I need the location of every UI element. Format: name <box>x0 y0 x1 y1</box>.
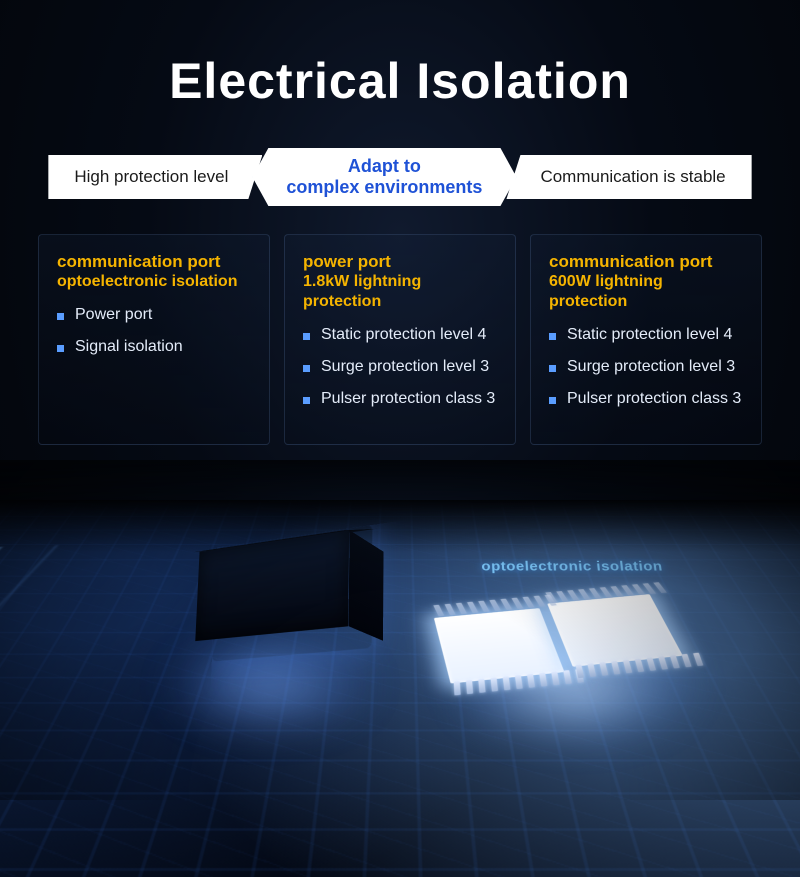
pill-center-line2: complex environments <box>286 177 482 198</box>
chip-pin <box>600 587 613 598</box>
chip-pin <box>445 604 456 615</box>
chip-pin <box>500 599 512 610</box>
chip-pin <box>456 603 467 614</box>
list-item: Surge protection level 3 <box>303 358 497 376</box>
chip-pin <box>623 660 632 674</box>
col0-title: communication port <box>57 252 220 271</box>
col0-subtitle: optoelectronic isolation <box>57 272 251 292</box>
chip-pin <box>539 673 547 687</box>
chip-pin <box>611 661 620 675</box>
col1-list: Static protection level 4 Surge protectio… <box>303 326 497 408</box>
chip-pin <box>454 681 461 695</box>
chip-pin <box>551 671 559 685</box>
pill-left: High protection level <box>48 155 262 199</box>
col2-list: Static protection level 4 Surge protectio… <box>549 326 743 408</box>
chip-pin <box>646 657 656 671</box>
chip-pin <box>490 677 498 691</box>
chip-pin <box>587 663 596 677</box>
pill-center: Adapt to complex environments <box>252 148 516 206</box>
chip-pin <box>635 659 645 673</box>
chip-pin <box>556 591 568 602</box>
chip-pin <box>511 598 523 609</box>
col2-subtitle: 600W lightning protection <box>549 272 743 312</box>
pill-center-line1: Adapt to <box>348 156 421 177</box>
chip-pin <box>478 679 485 693</box>
chip-pin <box>681 654 691 667</box>
chip-pin <box>522 597 534 608</box>
pill-row: High protection level Adapt to complex e… <box>38 148 762 206</box>
chip-pin <box>658 656 668 670</box>
chip-pin <box>578 589 591 600</box>
chip-pin <box>610 586 623 597</box>
list-item: Pulser protection class 3 <box>549 390 743 408</box>
chip-pin <box>575 664 584 678</box>
chip-pin <box>621 585 634 596</box>
chip-pin <box>589 588 602 599</box>
chip-pin <box>467 602 478 613</box>
list-item: Power port <box>57 306 251 324</box>
chip-pin <box>478 601 490 612</box>
col1-subtitle: 1.8kW lightning protection <box>303 272 497 312</box>
chip-pin <box>466 680 473 694</box>
chip-scene: optoelectronic isolation <box>0 460 800 800</box>
chip-pin <box>599 662 608 676</box>
chip-label: optoelectronic isolation <box>442 559 703 574</box>
feature-col-0: communication port optoelectronic isolat… <box>38 234 270 445</box>
chip-pin <box>433 605 444 616</box>
chip-pin <box>567 590 580 601</box>
col2-title: communication port <box>549 252 712 271</box>
chip-pin <box>670 655 680 668</box>
chip-pin <box>533 596 545 607</box>
page-title: Electrical Isolation <box>38 52 762 110</box>
col0-list: Power port Signal isolation <box>57 306 251 356</box>
feature-columns: communication port optoelectronic isolat… <box>38 234 762 445</box>
col1-title: power port <box>303 252 391 271</box>
chip-pin <box>489 600 501 611</box>
chip-pin <box>515 675 523 689</box>
chip-pin <box>632 584 645 595</box>
list-item: Pulser protection class 3 <box>303 390 497 408</box>
list-item: Signal isolation <box>57 338 251 356</box>
feature-col-1: power port 1.8kW lightning protection St… <box>284 234 516 445</box>
feature-col-2: communication port 600W lightning protec… <box>530 234 762 445</box>
pill-right: Communication is stable <box>506 155 751 199</box>
list-item: Surge protection level 3 <box>549 358 743 376</box>
dark-chip-cube <box>217 532 367 656</box>
chip-pin <box>503 676 511 690</box>
list-item: Static protection level 4 <box>303 326 497 344</box>
chip-pin <box>527 674 535 688</box>
list-item: Static protection level 4 <box>549 326 743 344</box>
chip-pin <box>563 670 572 684</box>
